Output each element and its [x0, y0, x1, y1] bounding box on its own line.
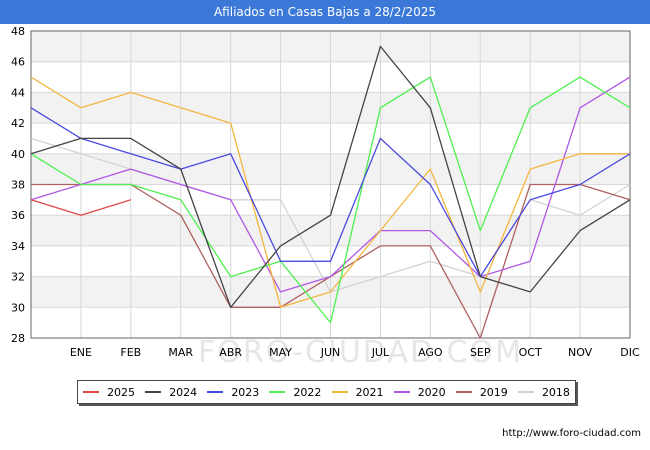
legend-item-2019: 2019	[455, 385, 508, 399]
legend-item-2025: 2025	[83, 386, 135, 399]
y-tick-label: 36	[11, 209, 25, 222]
legend-swatch	[393, 391, 410, 393]
y-tick-label: 34	[11, 240, 25, 253]
legend-label: 2022	[293, 385, 322, 399]
watermark-text: FORO-CIUDAD.COM	[198, 335, 523, 370]
x-tick-label: MAY	[269, 346, 292, 359]
x-tick-label: SEP	[470, 346, 491, 359]
legend-swatch	[517, 391, 534, 393]
legend-label: 2018	[541, 385, 570, 399]
x-tick-label: JUN	[320, 346, 341, 359]
legend-item-2023: 2023	[207, 386, 259, 399]
y-tick-label: 48	[11, 25, 25, 38]
legend-swatch	[207, 391, 224, 393]
chart-legend: 2025 2024 2023 2022 2021 2020 2019 2018	[77, 380, 576, 404]
legend-item-2020: 2020	[393, 385, 446, 399]
y-tick-label: 38	[11, 179, 25, 192]
legend-swatch	[145, 391, 162, 393]
series-line-2021	[30, 76, 630, 308]
legend-item-2018: 2018	[517, 385, 570, 399]
source-link[interactable]: http://www.foro-ciudad.com	[502, 428, 641, 439]
legend-label: 2023	[231, 385, 260, 399]
legend-swatch	[269, 391, 286, 393]
legend-item-2021: 2021	[331, 385, 384, 399]
y-tick-label: 28	[11, 332, 25, 345]
x-tick-label: NOV	[568, 346, 593, 359]
legend-swatch	[455, 391, 472, 393]
legend-swatch	[83, 391, 100, 393]
series-line-2023	[30, 107, 631, 278]
x-tick-label: DIC	[620, 346, 640, 359]
series-line-2022	[30, 76, 631, 324]
legend-label: 2024	[169, 385, 198, 399]
x-tick-label: FEB	[120, 346, 141, 359]
y-tick-label: 32	[11, 271, 25, 284]
x-tick-label: ENE	[70, 346, 92, 359]
y-tick-label: 40	[11, 148, 25, 161]
x-tick-label: OCT	[519, 346, 542, 359]
x-tick-label: MAR	[168, 346, 193, 359]
series-line-2025	[30, 199, 131, 216]
x-tick-label: JUL	[371, 346, 390, 359]
x-tick-label: AGO	[418, 346, 443, 359]
x-tick-label: ABR	[219, 346, 242, 359]
chart-title: Afiliados en Casas Bajas a 28/2/2025	[0, 0, 650, 24]
legend-item-2022: 2022	[269, 386, 321, 399]
legend-label: 2021	[355, 385, 384, 399]
legend-item-2024: 2024	[145, 386, 197, 399]
series-line-2024	[30, 45, 631, 308]
legend-label: 2020	[417, 385, 446, 399]
legend-swatch	[331, 391, 348, 393]
y-tick-label: 46	[11, 56, 25, 69]
y-tick-label: 44	[11, 86, 25, 99]
y-tick-label: 30	[11, 301, 25, 314]
y-tick-label: 42	[11, 117, 25, 130]
legend-label: 2025	[107, 385, 136, 399]
legend-label: 2019	[479, 385, 508, 399]
series-line-2020	[30, 76, 631, 293]
